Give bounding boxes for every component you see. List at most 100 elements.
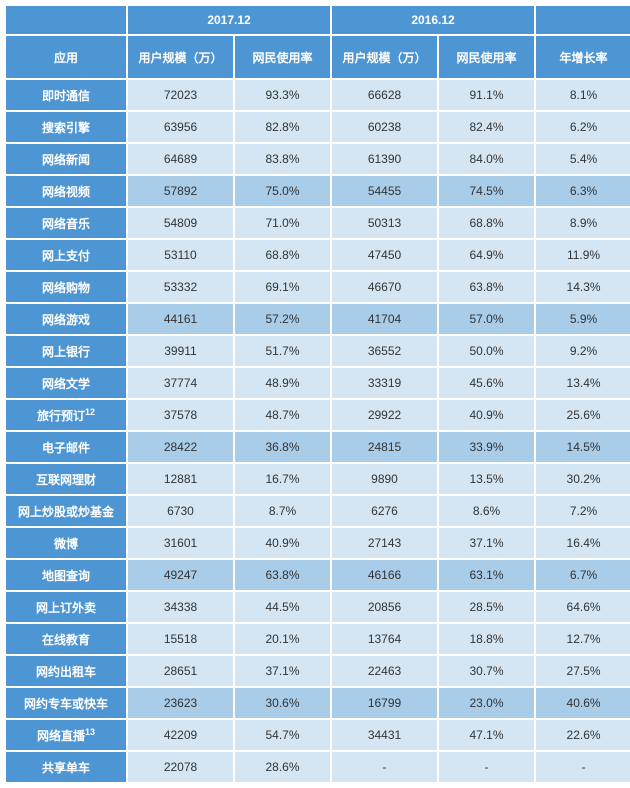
row-label: 搜索引擎 (6, 112, 126, 142)
table-row: 网络新闻6468983.8%6139084.0%5.4% (6, 144, 630, 174)
cell-rate17: 93.3% (235, 80, 330, 110)
table-row: 旅行预订123757848.7%2992240.9%25.6% (6, 400, 630, 430)
cell-growth: 12.7% (536, 624, 630, 654)
table-row: 网络文学3777448.9%3331945.6%13.4% (6, 368, 630, 398)
cell-users17: 64689 (128, 144, 233, 174)
cell-growth: 14.5% (536, 432, 630, 462)
table-row: 网络直播134220954.7%3443147.1%22.6% (6, 720, 630, 750)
cell-users16: 60238 (332, 112, 437, 142)
cell-rate17: 75.0% (235, 176, 330, 206)
cell-users16: 29922 (332, 400, 437, 430)
cell-growth: 5.9% (536, 304, 630, 334)
cell-users16: 41704 (332, 304, 437, 334)
cell-users16: 54455 (332, 176, 437, 206)
cell-growth: 7.2% (536, 496, 630, 526)
cell-rate17: 48.9% (235, 368, 330, 398)
table-row: 微博3160140.9%2714337.1%16.4% (6, 528, 630, 558)
cell-users17: 72023 (128, 80, 233, 110)
cell-rate16: 63.8% (439, 272, 534, 302)
cell-rate16: 47.1% (439, 720, 534, 750)
table-row: 即时通信7202393.3%6662891.1%8.1% (6, 80, 630, 110)
header-2016: 2016.12 (332, 6, 534, 34)
data-table: 2017.12 2016.12 应用 用户规模（万） 网民使用率 用户规模（万）… (4, 4, 630, 784)
cell-growth: 5.4% (536, 144, 630, 174)
cell-growth: 8.1% (536, 80, 630, 110)
cell-rate16: 8.6% (439, 496, 534, 526)
cell-users17: 28422 (128, 432, 233, 462)
table-row: 网络视频5789275.0%5445574.5%6.3% (6, 176, 630, 206)
cell-rate17: 37.1% (235, 656, 330, 686)
row-label: 网络新闻 (6, 144, 126, 174)
cell-growth: 8.9% (536, 208, 630, 238)
header-2017: 2017.12 (128, 6, 330, 34)
cell-growth: - (536, 752, 630, 782)
cell-rate17: 44.5% (235, 592, 330, 622)
row-label: 网约出租车 (6, 656, 126, 686)
cell-rate17: 63.8% (235, 560, 330, 590)
cell-users16: 24815 (332, 432, 437, 462)
cell-growth: 40.6% (536, 688, 630, 718)
cell-users17: 44161 (128, 304, 233, 334)
cell-users16: 34431 (332, 720, 437, 750)
cell-users17: 31601 (128, 528, 233, 558)
row-label: 地图查询 (6, 560, 126, 590)
cell-growth: 25.6% (536, 400, 630, 430)
row-label: 即时通信 (6, 80, 126, 110)
row-label: 互联网理财 (6, 464, 126, 494)
row-label: 微博 (6, 528, 126, 558)
cell-users17: 28651 (128, 656, 233, 686)
row-label: 网络游戏 (6, 304, 126, 334)
cell-rate17: 57.2% (235, 304, 330, 334)
table-row: 共享单车2207828.6%--- (6, 752, 630, 782)
cell-rate16: 45.6% (439, 368, 534, 398)
cell-users17: 49247 (128, 560, 233, 590)
cell-rate17: 40.9% (235, 528, 330, 558)
table-row: 网约专车或快车2362330.6%1679923.0%40.6% (6, 688, 630, 718)
subheader-users17: 用户规模（万） (128, 36, 233, 78)
cell-rate17: 20.1% (235, 624, 330, 654)
cell-growth: 13.4% (536, 368, 630, 398)
subheader-app: 应用 (6, 36, 126, 78)
cell-growth: 16.4% (536, 528, 630, 558)
cell-users16: 50313 (332, 208, 437, 238)
table-row: 网络购物5333269.1%4667063.8%14.3% (6, 272, 630, 302)
subheader-users16: 用户规模（万） (332, 36, 437, 78)
cell-users16: - (332, 752, 437, 782)
cell-rate17: 69.1% (235, 272, 330, 302)
cell-users17: 54809 (128, 208, 233, 238)
cell-growth: 64.6% (536, 592, 630, 622)
cell-rate17: 51.7% (235, 336, 330, 366)
row-label: 网络直播13 (6, 720, 126, 750)
cell-growth: 6.2% (536, 112, 630, 142)
cell-rate16: 84.0% (439, 144, 534, 174)
row-label: 电子邮件 (6, 432, 126, 462)
table-row: 网络游戏4416157.2%4170457.0%5.9% (6, 304, 630, 334)
cell-users17: 23623 (128, 688, 233, 718)
cell-users16: 20856 (332, 592, 437, 622)
table-row: 网上银行3991151.7%3655250.0%9.2% (6, 336, 630, 366)
cell-users16: 66628 (332, 80, 437, 110)
cell-users16: 22463 (332, 656, 437, 686)
cell-rate16: 23.0% (439, 688, 534, 718)
cell-growth: 30.2% (536, 464, 630, 494)
cell-rate16: 68.8% (439, 208, 534, 238)
cell-users17: 63956 (128, 112, 233, 142)
cell-rate17: 82.8% (235, 112, 330, 142)
table-row: 网约出租车2865137.1%2246330.7%27.5% (6, 656, 630, 686)
cell-users17: 37774 (128, 368, 233, 398)
cell-rate16: 28.5% (439, 592, 534, 622)
cell-rate16: 40.9% (439, 400, 534, 430)
table-row: 电子邮件2842236.8%2481533.9%14.5% (6, 432, 630, 462)
cell-growth: 9.2% (536, 336, 630, 366)
row-label: 在线教育 (6, 624, 126, 654)
cell-rate16: 91.1% (439, 80, 534, 110)
cell-rate17: 36.8% (235, 432, 330, 462)
cell-users16: 61390 (332, 144, 437, 174)
cell-users17: 53110 (128, 240, 233, 270)
cell-growth: 14.3% (536, 272, 630, 302)
cell-users16: 46670 (332, 272, 437, 302)
cell-rate17: 48.7% (235, 400, 330, 430)
cell-users17: 34338 (128, 592, 233, 622)
cell-rate17: 28.6% (235, 752, 330, 782)
cell-rate17: 16.7% (235, 464, 330, 494)
